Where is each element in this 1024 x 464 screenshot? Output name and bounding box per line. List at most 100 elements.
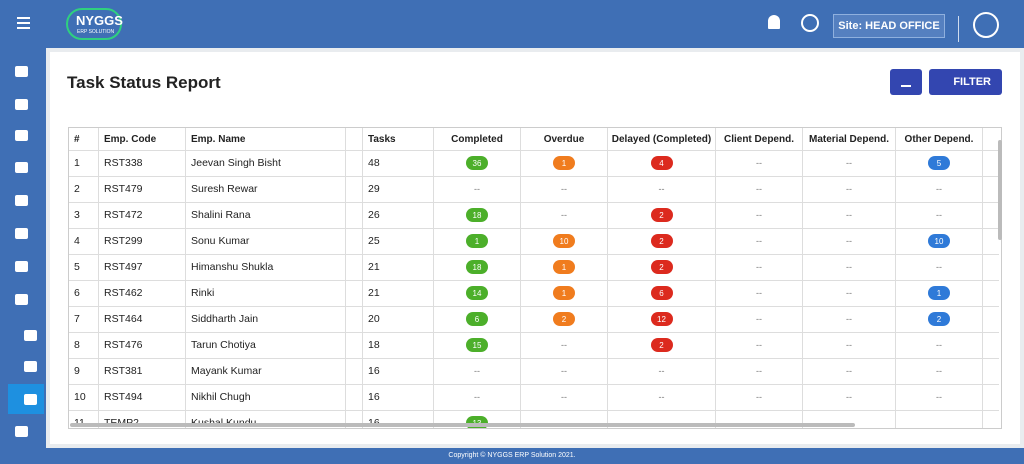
- column-header: Client Depend.: [716, 128, 803, 150]
- status-badge: 18: [466, 260, 488, 274]
- table-cell: 2: [608, 254, 716, 280]
- logo-text: NYGGS: [76, 13, 123, 28]
- blank-cell: [346, 384, 363, 410]
- table-cell: [803, 410, 896, 428]
- status-badge: 2: [650, 234, 673, 248]
- table-cell: --: [803, 228, 896, 254]
- table-row: 2 RST479 Suresh Rewar 29 -- -- -- -- -- --: [69, 176, 999, 203]
- table-row: 1 RST338 Jeevan Singh Bisht 48 36 1 4 -- -- 5: [69, 150, 999, 177]
- table-cell: Himanshu Shukla: [186, 254, 346, 280]
- table-cell: 10: [69, 384, 99, 410]
- header-row: # Emp. Code Emp. Name Tasks Completed Overdue…: [69, 128, 999, 151]
- filter-button[interactable]: FILTER: [929, 69, 1002, 95]
- table-cell: [716, 410, 803, 428]
- table-cell: 1: [521, 280, 608, 306]
- table-cell: --: [896, 384, 983, 410]
- blank-cell: [346, 128, 363, 150]
- column-header: Delayed (Completed): [608, 128, 716, 150]
- nav-item[interactable]: [15, 66, 28, 77]
- blank-cell: [983, 176, 999, 202]
- column-header: Completed: [434, 128, 521, 150]
- table-row: 9 RST381 Mayank Kumar 16 -- -- -- -- -- --: [69, 358, 999, 385]
- nav-item[interactable]: [15, 130, 28, 141]
- table-cell: 2: [608, 202, 716, 228]
- nav-item[interactable]: [15, 162, 28, 173]
- table-cell: --: [716, 332, 803, 358]
- site-selector[interactable]: Site: HEAD OFFICE: [833, 14, 945, 38]
- table-cell: --: [803, 280, 896, 306]
- blank-cell: [983, 280, 999, 306]
- table-cell: 25: [363, 228, 434, 254]
- table-cell: --: [896, 358, 983, 384]
- nav-item[interactable]: [24, 361, 37, 372]
- table-cell: Tarun Chotiya: [186, 332, 346, 358]
- blank-cell: [346, 150, 363, 176]
- column-header: Overdue: [521, 128, 608, 150]
- nav-item-active[interactable]: [8, 384, 44, 414]
- table-cell: 1: [434, 228, 521, 254]
- blank-cell: [983, 332, 999, 358]
- h-scrollbar[interactable]: [70, 423, 855, 427]
- table-cell: RST338: [99, 150, 186, 176]
- blank-cell: [983, 358, 999, 384]
- footer: Copyright © NYGGS ERP Solution 2021.: [0, 448, 1024, 464]
- blank-cell: [983, 254, 999, 280]
- nav-item[interactable]: [15, 294, 28, 305]
- table-cell: 6: [608, 280, 716, 306]
- status-badge: 18: [466, 208, 488, 222]
- download-button[interactable]: [890, 69, 922, 95]
- table-cell: Siddharth Jain: [186, 306, 346, 332]
- table-cell: --: [716, 280, 803, 306]
- nav-item[interactable]: [15, 426, 28, 437]
- status-badge: 15: [466, 338, 488, 352]
- column-header: #: [69, 128, 99, 150]
- table-cell: Nikhil Chugh: [186, 384, 346, 410]
- table-cell: --: [434, 176, 521, 202]
- nav-item[interactable]: [15, 195, 28, 206]
- mention-icon[interactable]: [801, 14, 819, 32]
- status-badge: 10: [928, 234, 950, 248]
- page-title: Task Status Report: [67, 73, 221, 92]
- blank-cell: [346, 202, 363, 228]
- notification-icon[interactable]: [768, 15, 780, 29]
- nav-item[interactable]: [15, 228, 28, 239]
- nav-item[interactable]: [24, 330, 37, 341]
- profile-icon[interactable]: [973, 12, 999, 38]
- table-cell: --: [803, 150, 896, 176]
- nav-item[interactable]: [15, 261, 28, 272]
- table-cell: 1: [521, 254, 608, 280]
- table-cell: 16: [363, 410, 434, 428]
- status-badge: 4: [650, 156, 673, 170]
- blank-cell: [346, 410, 363, 428]
- table-cell: RST479: [99, 176, 186, 202]
- menu-button[interactable]: [17, 17, 30, 19]
- table-cell: 3: [69, 202, 99, 228]
- table-row: 3 RST472 Shalini Rana 26 18 -- 2 -- -- --: [69, 202, 999, 229]
- table-cell: Mayank Kumar: [186, 358, 346, 384]
- table-cell: --: [803, 254, 896, 280]
- table-cell: --: [608, 358, 716, 384]
- blank-cell: [983, 306, 999, 332]
- blank-cell: [983, 228, 999, 254]
- table-cell: --: [803, 202, 896, 228]
- v-scrollbar[interactable]: [998, 140, 1002, 240]
- table-cell: --: [716, 306, 803, 332]
- table-cell: 12: [608, 306, 716, 332]
- table-cell: 5: [69, 254, 99, 280]
- table-cell: --: [716, 150, 803, 176]
- table-cell: [521, 410, 608, 428]
- table-cell: --: [434, 358, 521, 384]
- table-cell: 11: [69, 410, 99, 428]
- status-badge: 1: [466, 234, 488, 248]
- table-cell: Jeevan Singh Bisht: [186, 150, 346, 176]
- status-badge: 2: [928, 312, 950, 326]
- nav-item[interactable]: [15, 99, 28, 110]
- column-header: Material Depend.: [803, 128, 896, 150]
- table-cell: [896, 410, 983, 428]
- table-cell: --: [803, 306, 896, 332]
- table-cell: 18: [363, 332, 434, 358]
- table-cell: 4: [69, 228, 99, 254]
- top-bar: NYGGS ERP SOLUTION Site: HEAD OFFICE: [0, 0, 1024, 48]
- status-badge: 1: [553, 156, 575, 170]
- table-cell: RST472: [99, 202, 186, 228]
